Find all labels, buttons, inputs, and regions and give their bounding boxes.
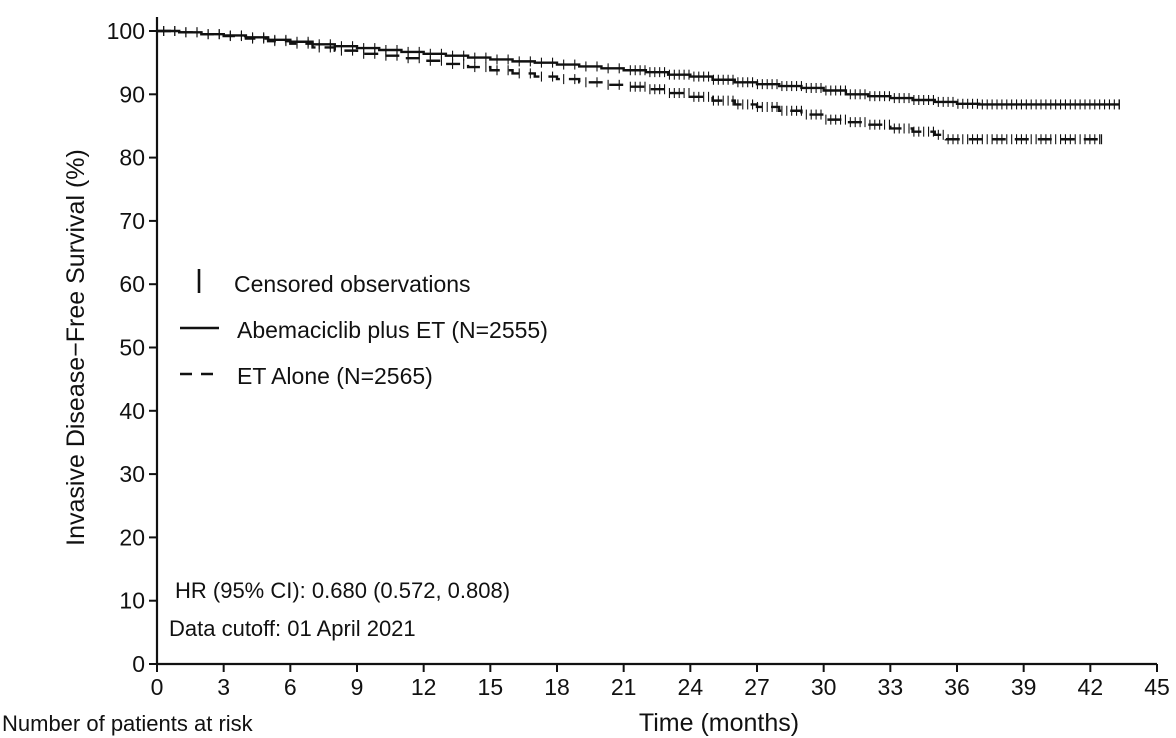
x-tick-label: 27 <box>744 674 770 700</box>
y-tick-label: 10 <box>119 588 145 614</box>
x-tick-label: 45 <box>1144 674 1170 700</box>
x-tick-label: 30 <box>811 674 837 700</box>
risk-table-label: Number of patients at risk <box>2 711 254 736</box>
x-tick-label: 15 <box>478 674 504 700</box>
y-tick-label: 100 <box>107 18 145 44</box>
x-tick-label: 9 <box>351 674 364 700</box>
series-lines <box>157 29 1120 141</box>
x-axis-title: Time (months) <box>639 709 799 737</box>
y-tick-label: 0 <box>132 651 145 677</box>
legend: Censored observations Abemaciclib plus ET… <box>180 269 548 389</box>
y-tick-label: 60 <box>119 271 145 297</box>
annotation-2: Data cutoff: 01 April 2021 <box>169 616 416 641</box>
y-tick-label: 90 <box>119 81 145 107</box>
annotations: HR (95% CI): 0.680 (0.572, 0.808) Data cu… <box>169 578 510 641</box>
annotation-1: HR (95% CI): 0.680 (0.572, 0.808) <box>175 578 510 603</box>
x-tick-label: 36 <box>944 674 970 700</box>
legend-label-2: Abemaciclib plus ET (N=2555) <box>237 317 548 343</box>
x-tick-label: 24 <box>678 674 704 700</box>
series-line-2 <box>157 29 1102 141</box>
y-tick-label: 30 <box>119 461 145 487</box>
x-tick-label: 6 <box>284 674 297 700</box>
x-tick-label: 3 <box>217 674 230 700</box>
x-tick-label: 0 <box>151 674 164 700</box>
x-tick-label: 33 <box>878 674 904 700</box>
y-tick-label: 40 <box>119 398 145 424</box>
legend-label-1: Censored observations <box>234 271 471 297</box>
y-tick-label: 70 <box>119 208 145 234</box>
x-tick-label: 42 <box>1078 674 1104 700</box>
x-tick-label: 18 <box>544 674 570 700</box>
series-line-1 <box>157 29 1120 106</box>
y-axis-title: Invasive Disease−Free Survival (%) <box>62 149 90 546</box>
x-tick-label: 12 <box>411 674 437 700</box>
y-tick-label: 20 <box>119 524 145 550</box>
y-tick-label: 80 <box>119 145 145 171</box>
y-tick-label: 50 <box>119 335 145 361</box>
x-tick-label: 21 <box>611 674 637 700</box>
legend-label-3: ET Alone (N=2565) <box>237 363 433 389</box>
x-tick-label: 39 <box>1011 674 1037 700</box>
